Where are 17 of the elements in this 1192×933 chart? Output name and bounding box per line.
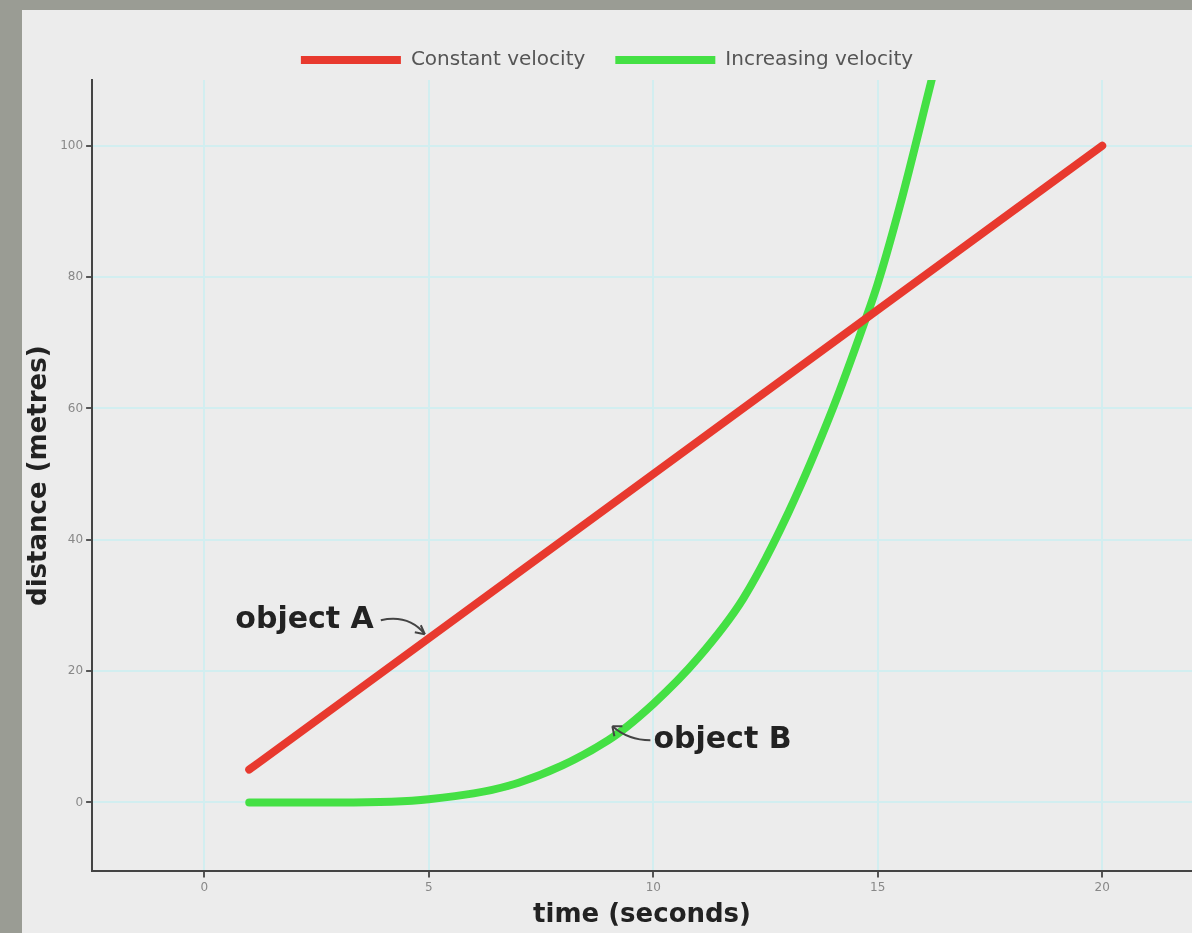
y-tick-label: 0 <box>75 794 84 809</box>
x-axis-title: time (seconds) <box>533 898 751 929</box>
y-axis-title: distance (metres) <box>22 345 53 606</box>
y-tick-label: 40 <box>67 531 84 546</box>
x-tick-label: 0 <box>200 879 209 894</box>
y-tick-label: 100 <box>60 137 84 152</box>
annotation: object B <box>653 719 792 755</box>
legend-label: Constant velocity <box>410 46 586 71</box>
legend-label: Increasing velocity <box>725 46 914 71</box>
y-tick-label: 60 <box>67 400 84 415</box>
x-tick-label: 5 <box>424 879 433 894</box>
x-tick-label: 10 <box>645 879 661 894</box>
x-tick-label: 15 <box>870 879 886 894</box>
annotation: object A <box>235 600 375 636</box>
y-tick-label: 20 <box>67 663 84 678</box>
x-tick-label: 20 <box>1094 879 1110 894</box>
y-tick-label: 80 <box>67 269 84 284</box>
